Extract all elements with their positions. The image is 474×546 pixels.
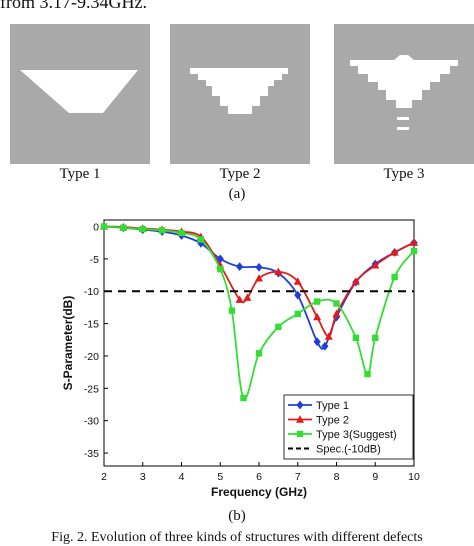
x-tick-label: 6 <box>256 471 262 483</box>
data-point-marker <box>294 290 302 300</box>
data-point-marker <box>255 262 263 272</box>
data-point-marker <box>294 310 301 318</box>
structure-panel-type-2 <box>170 24 310 164</box>
data-point-marker <box>217 266 224 273</box>
data-point-marker <box>410 247 418 255</box>
preceding-text-line: from 3.17-9.34GHz. <box>0 0 147 12</box>
data-point-marker <box>197 236 205 243</box>
data-point-marker <box>371 261 380 269</box>
x-tick-label: 2 <box>101 471 107 483</box>
data-point-marker <box>410 238 418 246</box>
data-point-marker <box>228 307 236 314</box>
structure-panel-type-3 <box>334 24 474 164</box>
data-point-marker <box>178 229 185 237</box>
legend-label: Type 3(Suggest) <box>316 429 397 441</box>
data-point-marker <box>321 341 329 351</box>
data-point-marker <box>100 223 108 230</box>
data-point-marker <box>313 312 322 321</box>
y-tick-label: -30 <box>84 416 99 428</box>
subfigure-label-b: (b) <box>228 508 246 524</box>
data-point-marker <box>293 277 302 285</box>
y-tick-label: -20 <box>84 351 99 363</box>
structure-label-type-3: Type 3 <box>383 166 425 182</box>
type-1-slot-shape <box>20 70 138 113</box>
data-point-marker <box>313 298 321 305</box>
x-tick-label: 7 <box>295 471 301 483</box>
y-tick-label: -15 <box>84 319 99 331</box>
data-point-marker <box>158 227 166 234</box>
data-point-marker <box>296 415 304 423</box>
data-point-marker <box>236 262 244 272</box>
type-2-slot-shape <box>190 68 288 114</box>
x-tick-label: 9 <box>372 471 378 483</box>
data-point-marker <box>351 277 360 285</box>
legend-label: Type 1 <box>316 400 349 412</box>
y-tick-label: -35 <box>84 448 99 460</box>
data-point-marker <box>296 400 304 410</box>
figure-caption: Fig. 2. Evolution of three kinds of stru… <box>51 530 423 545</box>
data-point-marker <box>332 309 341 318</box>
subfigure-label-a: (a) <box>228 186 246 202</box>
data-point-marker <box>372 334 379 342</box>
data-point-marker <box>275 323 282 331</box>
y-axis-title: S-Parameter(dB) <box>61 296 75 391</box>
y-tick-label: -25 <box>84 383 99 395</box>
type-3-slot-shape <box>350 55 458 130</box>
structure-label-type-1: Type 1 <box>59 166 101 182</box>
data-point-marker <box>274 267 283 275</box>
y-tick-label: -10 <box>84 286 99 298</box>
data-point-marker <box>390 248 399 256</box>
data-point-marker <box>391 273 398 281</box>
structure-label-type-2: Type 2 <box>219 166 261 182</box>
x-tick-label: 4 <box>179 471 185 483</box>
data-point-marker <box>255 350 263 357</box>
data-point-marker <box>296 430 304 438</box>
legend-item: Type 3(Suggest) <box>288 429 397 441</box>
data-point-marker <box>352 334 360 342</box>
chart-legend: Type 1 Type 2 Type 3(Suggest) Spec.(-10dB) <box>283 394 414 460</box>
data-point-marker <box>120 224 127 231</box>
legend-item: Type 2 <box>288 415 349 427</box>
data-point-marker <box>139 225 146 233</box>
x-axis-title: Frequency (GHz) <box>211 485 307 499</box>
data-point-marker <box>333 300 340 307</box>
legend-item: Spec.(-10dB) <box>288 444 381 456</box>
x-tick-label: 5 <box>217 471 223 483</box>
y-tick-label: 0 <box>93 221 99 233</box>
x-tick-label: 10 <box>408 471 420 483</box>
legend-label: Type 2 <box>316 415 349 427</box>
data-point-marker <box>255 274 263 282</box>
legend-item: Type 1 <box>288 400 349 412</box>
x-tick-label: 8 <box>334 471 340 483</box>
data-point-marker <box>243 293 252 301</box>
data-point-marker <box>235 295 244 303</box>
y-tick-label: -5 <box>90 254 99 266</box>
legend-label: Spec.(-10dB) <box>316 444 381 456</box>
data-point-marker <box>324 332 333 340</box>
structure-panel-type-1 <box>10 24 150 164</box>
series-type-3-suggest <box>100 223 418 402</box>
s-parameter-chart: 2 3 4 5 6 7 8 9 10 0 -5 -10 -15 -20 -25 -30 -35 Frequenc… <box>61 219 420 499</box>
data-point-marker <box>240 394 247 402</box>
x-tick-label: 3 <box>140 471 146 483</box>
data-point-marker <box>364 370 371 378</box>
data-point-marker <box>313 337 321 347</box>
